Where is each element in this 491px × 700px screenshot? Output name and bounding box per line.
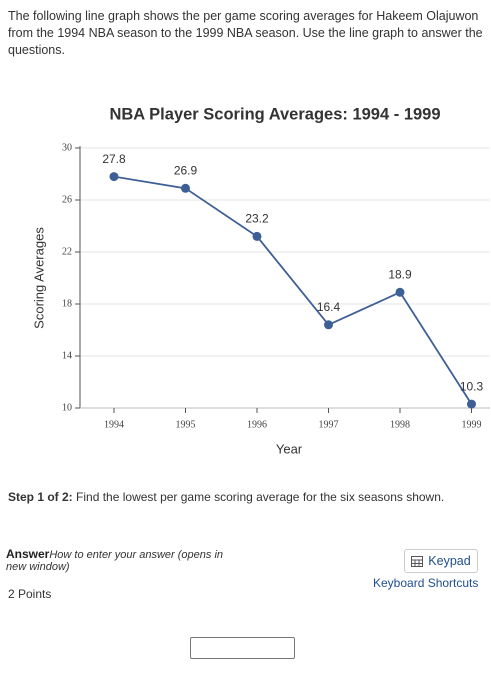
y-tick-label: 10 <box>62 402 72 413</box>
line <box>113 175 473 405</box>
answer-header: AnswerHow to enter your answer (opens in… <box>6 547 236 573</box>
keypad-button[interactable]: Keypad <box>404 549 478 573</box>
point <box>109 172 119 182</box>
point <box>181 183 190 193</box>
point <box>395 287 405 297</box>
data-label: 26.9 <box>174 163 198 177</box>
help-link[interactable]: How to enter your answer (opens in new w… <box>6 549 224 573</box>
chart-title: NBA Player Scoring Averages: 1994 - 1999 <box>109 105 440 123</box>
chart: NBA Player Scoring Averages: 1994 - 1999… <box>31 105 490 456</box>
x-tick-label: 1996 <box>247 419 267 430</box>
x-tick-label: 1998 <box>390 419 410 430</box>
x-tick-label: 1995 <box>176 419 196 430</box>
data-label: 16.4 <box>317 300 341 314</box>
step-label: Step 1 of 2: <box>8 490 73 504</box>
x-tick-label: 1999 <box>462 419 482 430</box>
answer-label: Answer <box>6 547 50 561</box>
keyboard-shortcuts[interactable]: Keyboard Shortcuts <box>373 576 479 590</box>
data-label: 18.9 <box>388 267 412 281</box>
x-tick-label: 1997 <box>319 419 339 430</box>
y-tick-label: 14 <box>62 350 72 361</box>
keypad-icon <box>411 555 424 567</box>
points: 2 Points <box>8 587 52 601</box>
y-tick-label: 30 <box>62 142 72 153</box>
x-axis-label: Year <box>276 441 303 456</box>
point <box>324 320 333 330</box>
x-tick-label: 1994 <box>104 419 124 430</box>
data-label: 27.8 <box>102 152 126 166</box>
y-tick-label: 18 <box>62 298 72 309</box>
y-axis-label: Scoring Averages <box>31 227 46 329</box>
point <box>467 399 476 409</box>
data-label: 10.3 <box>460 379 484 393</box>
question-text: The following line graph shows the per g… <box>8 9 483 57</box>
data-label: 23.2 <box>245 212 269 226</box>
step-instruction: Find the lowest per game scoring average… <box>76 490 445 504</box>
y-tick-label: 22 <box>62 246 72 257</box>
step-text: Step 1 of 2: Find the lowest per game sc… <box>8 490 444 504</box>
point <box>252 231 262 241</box>
y-tick-label: 26 <box>62 194 72 205</box>
keypad-label: Keypad <box>428 554 471 568</box>
answer-input[interactable] <box>190 637 295 659</box>
